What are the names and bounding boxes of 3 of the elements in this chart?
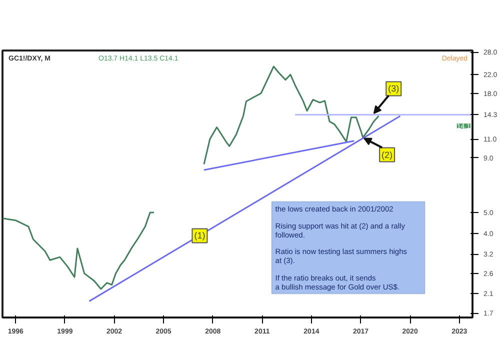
annotation: (3) bbox=[388, 84, 400, 94]
annotation: (1) bbox=[194, 230, 206, 241]
annotation: (2) bbox=[382, 150, 393, 160]
